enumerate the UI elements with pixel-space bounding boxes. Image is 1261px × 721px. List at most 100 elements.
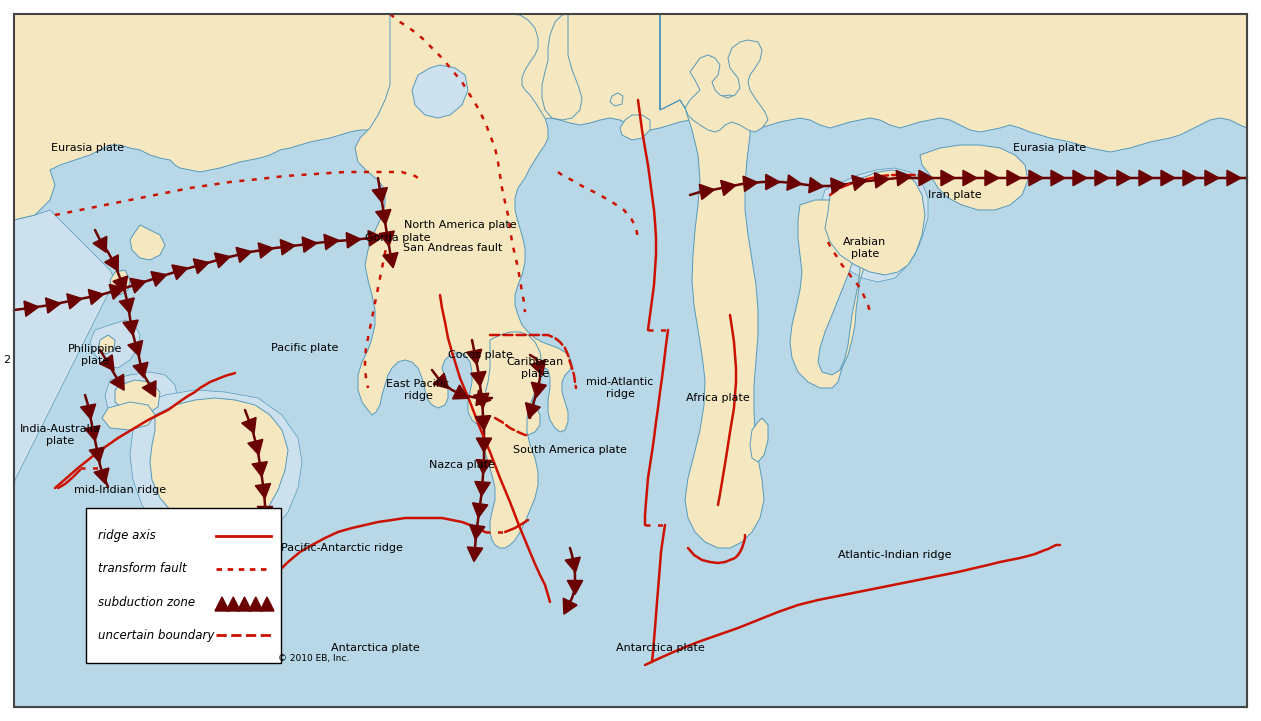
Text: transform fault: transform fault xyxy=(98,562,187,575)
Polygon shape xyxy=(765,174,779,190)
Text: Arabian
plate: Arabian plate xyxy=(844,237,886,259)
Text: Pacific plate: Pacific plate xyxy=(271,343,339,353)
Polygon shape xyxy=(477,459,492,474)
Polygon shape xyxy=(468,547,483,562)
Polygon shape xyxy=(376,209,391,224)
Text: San Andreas fault: San Andreas fault xyxy=(404,243,503,253)
Polygon shape xyxy=(110,374,124,390)
Text: mid-Atlantic
ridge: mid-Atlantic ridge xyxy=(586,377,653,399)
Text: Nazca plate: Nazca plate xyxy=(429,460,494,470)
Polygon shape xyxy=(45,298,61,313)
Polygon shape xyxy=(105,372,178,428)
Polygon shape xyxy=(475,390,491,405)
Polygon shape xyxy=(787,175,802,190)
Polygon shape xyxy=(356,14,572,435)
Polygon shape xyxy=(610,93,623,106)
Polygon shape xyxy=(81,404,96,420)
Polygon shape xyxy=(372,187,387,203)
Polygon shape xyxy=(1139,170,1153,186)
Polygon shape xyxy=(257,506,272,521)
Polygon shape xyxy=(259,243,274,258)
Polygon shape xyxy=(90,447,105,462)
Polygon shape xyxy=(1117,170,1131,186)
Polygon shape xyxy=(120,298,134,314)
Polygon shape xyxy=(851,175,868,190)
Polygon shape xyxy=(564,598,578,614)
Polygon shape xyxy=(24,301,39,317)
Polygon shape xyxy=(750,418,768,462)
Polygon shape xyxy=(236,247,251,262)
Polygon shape xyxy=(474,393,489,408)
Polygon shape xyxy=(226,597,241,611)
Polygon shape xyxy=(1073,170,1087,186)
Polygon shape xyxy=(264,550,279,565)
Polygon shape xyxy=(1227,170,1241,186)
Polygon shape xyxy=(380,231,395,246)
Polygon shape xyxy=(531,360,545,376)
Polygon shape xyxy=(434,373,449,389)
Polygon shape xyxy=(897,170,910,186)
Polygon shape xyxy=(542,14,583,120)
Polygon shape xyxy=(171,265,188,280)
Polygon shape xyxy=(14,14,1247,220)
Polygon shape xyxy=(1008,170,1021,186)
Polygon shape xyxy=(67,293,82,309)
Polygon shape xyxy=(921,145,1028,210)
Polygon shape xyxy=(721,180,736,195)
Polygon shape xyxy=(324,234,339,249)
Text: Cocos plate: Cocos plate xyxy=(448,350,512,360)
Polygon shape xyxy=(88,289,103,304)
Polygon shape xyxy=(531,382,546,397)
Polygon shape xyxy=(248,439,262,455)
Text: Eurasia plate: Eurasia plate xyxy=(1014,143,1087,153)
Text: North America plate: North America plate xyxy=(404,220,516,230)
Polygon shape xyxy=(685,95,764,548)
Polygon shape xyxy=(248,597,262,611)
Polygon shape xyxy=(150,398,288,532)
Polygon shape xyxy=(252,461,267,477)
Polygon shape xyxy=(469,525,485,539)
Polygon shape xyxy=(100,355,113,371)
Polygon shape xyxy=(214,253,230,267)
Polygon shape xyxy=(475,415,491,430)
Text: uncertain boundary: uncertain boundary xyxy=(98,629,214,642)
Text: subduction zone: subduction zone xyxy=(98,596,195,609)
Polygon shape xyxy=(93,236,107,252)
Polygon shape xyxy=(102,402,155,430)
Text: Africa plate: Africa plate xyxy=(686,393,750,403)
Text: Antarctica plate: Antarctica plate xyxy=(330,643,420,653)
Polygon shape xyxy=(255,484,271,498)
Polygon shape xyxy=(941,170,955,186)
Polygon shape xyxy=(368,231,382,246)
Text: Pacific-Antarctic ridge: Pacific-Antarctic ridge xyxy=(281,543,404,553)
Polygon shape xyxy=(383,252,398,267)
Polygon shape xyxy=(124,320,139,335)
Polygon shape xyxy=(618,14,665,125)
Text: Iran plate: Iran plate xyxy=(928,190,982,200)
Polygon shape xyxy=(1161,170,1175,186)
Text: Antarctica plate: Antarctica plate xyxy=(615,643,705,653)
Polygon shape xyxy=(412,65,468,118)
Polygon shape xyxy=(134,362,148,378)
Polygon shape xyxy=(963,170,977,186)
Polygon shape xyxy=(1095,170,1108,186)
Polygon shape xyxy=(608,90,628,108)
Polygon shape xyxy=(831,178,845,193)
Polygon shape xyxy=(110,270,130,295)
Polygon shape xyxy=(115,380,160,415)
Polygon shape xyxy=(142,381,156,397)
Text: India-Australia
plate: India-Australia plate xyxy=(20,424,101,446)
Polygon shape xyxy=(477,438,492,452)
Polygon shape xyxy=(825,170,926,275)
Polygon shape xyxy=(475,482,491,496)
Polygon shape xyxy=(526,403,540,418)
Polygon shape xyxy=(1206,170,1219,186)
Polygon shape xyxy=(1183,170,1197,186)
Polygon shape xyxy=(90,320,140,368)
Polygon shape xyxy=(482,332,542,548)
Polygon shape xyxy=(130,225,165,260)
Text: ridge axis: ridge axis xyxy=(98,529,156,542)
Polygon shape xyxy=(660,14,768,132)
Polygon shape xyxy=(127,340,142,356)
Polygon shape xyxy=(14,210,115,490)
